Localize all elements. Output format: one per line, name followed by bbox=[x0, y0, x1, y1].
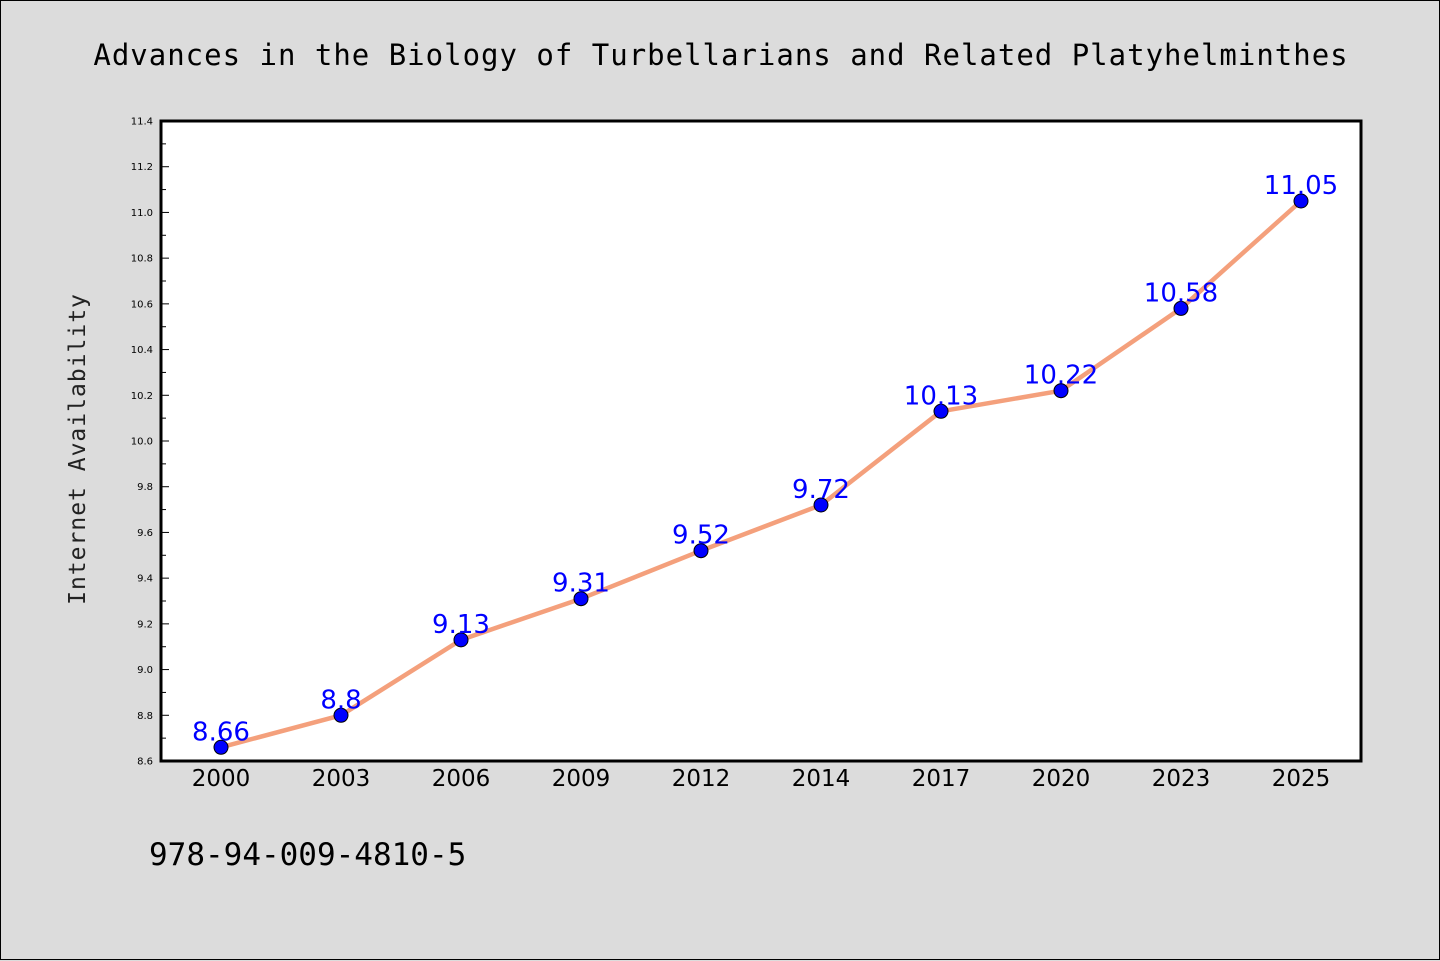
y-tick-label: 9.2 bbox=[137, 619, 153, 630]
y-tick-label: 8.8 bbox=[137, 711, 153, 722]
data-point-marker bbox=[1053, 383, 1069, 399]
data-point-marker bbox=[333, 707, 349, 723]
y-tick-label: 9.4 bbox=[137, 574, 153, 585]
y-tick-label: 9.0 bbox=[137, 665, 153, 676]
data-point-marker bbox=[813, 497, 829, 513]
y-tick-label: 10.2 bbox=[131, 391, 153, 402]
data-label: 9.72 bbox=[792, 475, 850, 505]
x-tick-label: 2000 bbox=[192, 766, 251, 792]
data-point-marker bbox=[933, 403, 949, 419]
data-label: 9.13 bbox=[432, 610, 490, 640]
plot-area bbox=[159, 119, 1363, 763]
y-tick-label: 10.4 bbox=[131, 345, 153, 356]
y-tick-label: 8.6 bbox=[137, 757, 153, 768]
data-label: 9.52 bbox=[672, 521, 730, 551]
y-tick-label: 11.4 bbox=[131, 117, 153, 128]
x-tick-label: 2020 bbox=[1032, 766, 1091, 792]
x-tick-label: 2012 bbox=[672, 766, 731, 792]
data-label: 10.22 bbox=[1024, 361, 1098, 391]
data-label: 9.31 bbox=[552, 569, 610, 599]
x-tick-label: 2017 bbox=[912, 766, 971, 792]
y-tick-label: 9.6 bbox=[137, 528, 153, 539]
x-tick-label: 2009 bbox=[552, 766, 611, 792]
y-tick-label: 11.0 bbox=[131, 208, 153, 219]
x-tick-label: 2014 bbox=[792, 766, 851, 792]
data-label: 11.05 bbox=[1264, 171, 1338, 201]
data-label: 10.13 bbox=[904, 381, 978, 411]
y-tick-label: 9.8 bbox=[137, 482, 153, 493]
data-point-marker bbox=[1173, 300, 1189, 316]
x-tick-label: 2023 bbox=[1152, 766, 1211, 792]
y-axis: 8.6 8.8 9.0 9.2 9.4 9.6 9.8 10.0 10.2 10.4 10.6 10.… bbox=[131, 117, 169, 768]
x-tick-label: 2025 bbox=[1272, 766, 1331, 792]
data-point-marker bbox=[693, 543, 709, 559]
y-tick-label: 11.2 bbox=[131, 162, 153, 173]
data-point-marker bbox=[213, 739, 229, 755]
data-point-marker bbox=[453, 632, 469, 648]
y-axis-label: Internet Availability bbox=[65, 293, 91, 605]
isbn-text: 978-94-009-4810-5 bbox=[149, 837, 466, 873]
y-tick-label: 10.0 bbox=[131, 437, 153, 448]
series-layer: 8.66 8.8 9.13 9.31 9.52 9.72 10.13 10.22 10.58 11… bbox=[192, 171, 1338, 755]
data-label: 8.8 bbox=[320, 685, 361, 715]
chart-title: Advances in the Biology of Turbellarians… bbox=[93, 38, 1348, 72]
x-tick-label: 2006 bbox=[432, 766, 491, 792]
data-label: 10.58 bbox=[1144, 278, 1218, 308]
y-tick-label: 10.8 bbox=[131, 254, 153, 265]
x-tick-label: 2003 bbox=[312, 766, 371, 792]
x-axis: 2000 2003 2006 2009 2012 2014 2017 2020 2023 2025 bbox=[192, 766, 1331, 792]
series-line bbox=[220, 199, 1303, 750]
data-point-marker bbox=[1293, 193, 1309, 209]
data-label: 8.66 bbox=[192, 717, 250, 747]
data-point-marker bbox=[573, 591, 589, 607]
y-tick-label: 10.6 bbox=[131, 299, 153, 310]
